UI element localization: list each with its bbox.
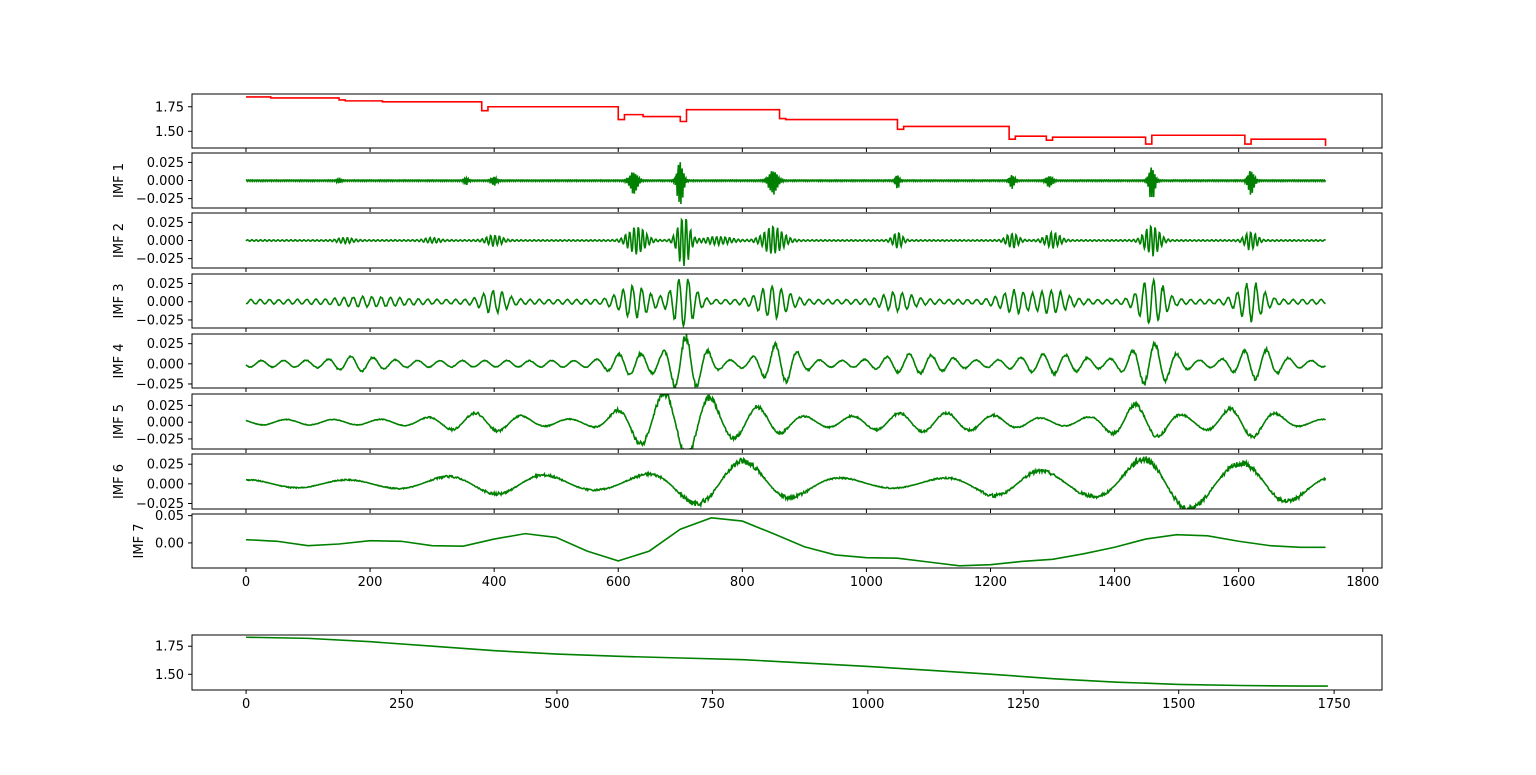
x-tick-label: 0	[242, 575, 250, 590]
series-line	[245, 334, 1326, 388]
subplot-4: 0.025 0.000 −0.025 IMF 3	[112, 273, 1383, 332]
y-tick-label: 0.05	[155, 509, 184, 524]
x-tick-label: 1600	[1222, 575, 1255, 590]
y-tick-label: 0.025	[147, 277, 184, 292]
y-tick-label: −0.025	[136, 192, 184, 207]
subplot-7: 0.025 0.000 −0.025 IMF 6	[112, 453, 1383, 513]
x-tick-label: 800	[730, 575, 755, 590]
x-tick-label: 400	[482, 575, 507, 590]
x-tick-label: 750	[700, 697, 725, 712]
subplot-8: 0.00 0.05 0 200 400 600 800 1000 1200 1400 1600 180…	[132, 509, 1383, 590]
y-tick-label: 0.000	[147, 477, 184, 492]
y-tick-label: 0.025	[147, 399, 184, 414]
y-tick-label: 0.000	[147, 416, 184, 431]
x-tick-label: 0	[242, 697, 250, 712]
y-tick-label: −0.025	[136, 252, 184, 267]
y-tick-label: −0.025	[136, 377, 184, 392]
y-axis-label: IMF 6	[112, 464, 127, 499]
y-tick-label: 0.025	[147, 156, 184, 171]
subplot-3: 0.025 0.000 −0.025 IMF 2	[112, 212, 1383, 272]
x-tick-label: 250	[389, 697, 414, 712]
y-tick-label: 1.50	[155, 125, 184, 140]
y-tick-label: −0.025	[136, 432, 184, 447]
axes-frame	[191, 273, 1383, 329]
y-axis-label: IMF 4	[112, 344, 127, 379]
y-tick-label: 1.75	[155, 100, 184, 115]
x-tick-label: 1800	[1346, 575, 1379, 590]
subplot-1: 1.75 1.50	[155, 93, 1383, 152]
y-tick-label: 0.000	[147, 295, 184, 310]
series-line	[245, 517, 1326, 567]
x-tick-label: 1400	[1098, 575, 1131, 590]
axes-frame	[191, 93, 1383, 149]
y-tick-label: 1.75	[155, 640, 184, 655]
series-line	[245, 162, 1327, 205]
series-line	[245, 276, 1326, 328]
x-tick-label: 200	[358, 575, 383, 590]
x-tick-label: 1000	[850, 575, 883, 590]
subplot-9: 1.75 1.50 0 250 500 750 1000 1250 1500 1750	[155, 634, 1383, 712]
axes-frame	[191, 634, 1383, 691]
y-tick-label: 0.025	[147, 337, 184, 352]
y-axis-label: IMF 2	[112, 223, 127, 258]
axes-frame	[191, 393, 1383, 450]
subplot-5: 0.025 0.000 −0.025 IMF 4	[112, 333, 1383, 392]
y-tick-label: 0.00	[155, 536, 184, 551]
y-tick-label: 0.025	[147, 216, 184, 231]
y-tick-label: −0.025	[136, 497, 184, 512]
x-tick-label: 600	[606, 575, 631, 590]
y-tick-label: 0.000	[147, 234, 184, 249]
y-tick-label: −0.025	[136, 313, 184, 328]
axes-frame	[191, 513, 1383, 569]
subplot-2: 0.025 0.000 −0.025 IMF 1	[112, 152, 1383, 212]
series-line	[246, 636, 1328, 687]
x-tick-label: 1500	[1162, 697, 1195, 712]
y-axis-label: IMF 5	[112, 404, 127, 439]
y-axis-label: IMF 7	[132, 524, 147, 559]
y-tick-label: 0.025	[147, 458, 184, 473]
x-tick-label: 1250	[1007, 697, 1040, 712]
subplot-6: 0.025 0.000−0.025 IMF 5	[112, 393, 1383, 453]
y-tick-label: 1.50	[155, 668, 184, 683]
y-axis-label: IMF 1	[112, 163, 127, 198]
y-axis-label: IMF 3	[112, 284, 127, 319]
x-tick-label: 1750	[1318, 697, 1351, 712]
y-tick-label: 0.000	[147, 174, 184, 189]
x-tick-label: 1200	[974, 575, 1007, 590]
y-tick-label: 0.000	[147, 357, 184, 372]
x-tick-label: 1000	[851, 697, 884, 712]
axes-frame	[191, 333, 1383, 389]
x-tick-label: 500	[545, 697, 570, 712]
series-line	[245, 217, 1327, 267]
axes-frame	[191, 453, 1383, 510]
series-line	[245, 394, 1326, 449]
series-line	[245, 456, 1327, 509]
series-line	[245, 96, 1327, 147]
